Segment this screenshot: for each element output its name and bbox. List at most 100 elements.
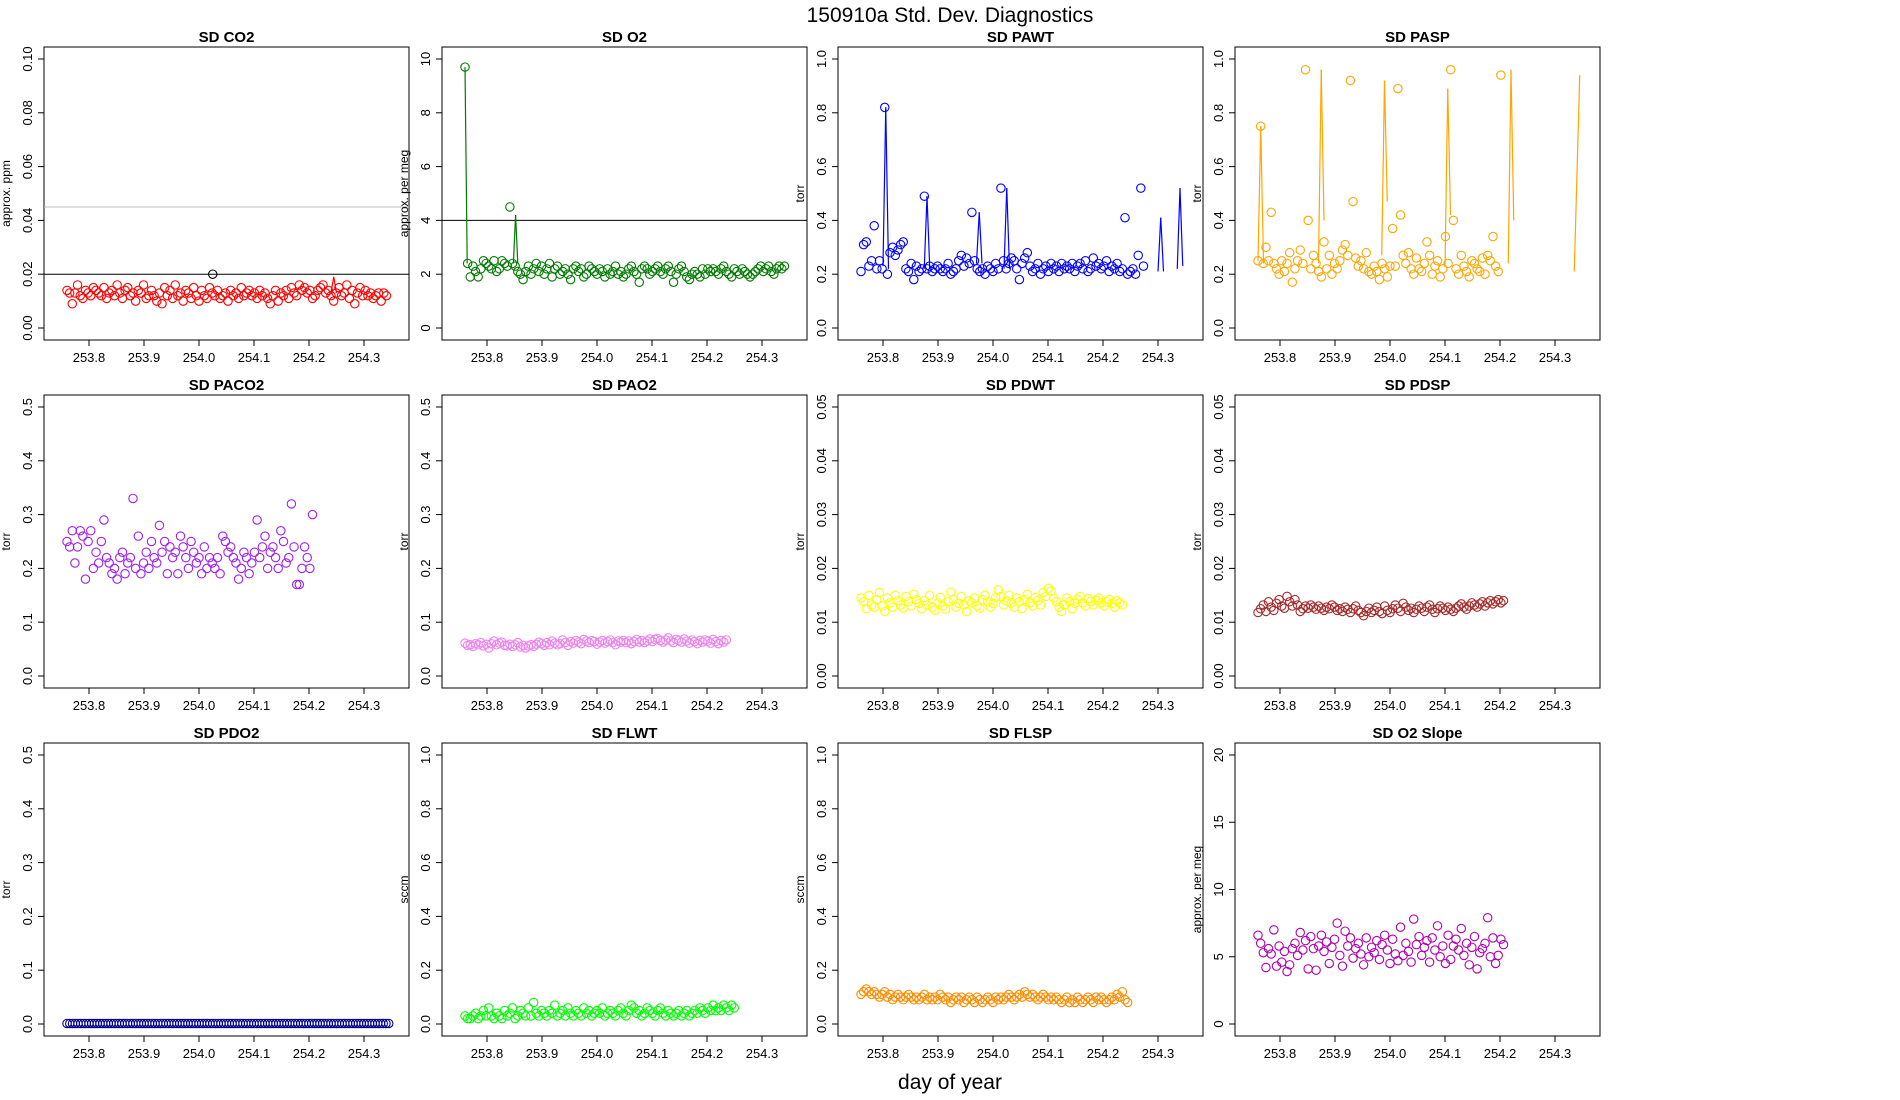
x-tick-label: 254.2 bbox=[293, 698, 326, 713]
data-point bbox=[1114, 992, 1125, 1002]
data-point bbox=[724, 1005, 734, 1016]
data-point bbox=[1348, 196, 1358, 207]
data-point bbox=[647, 1008, 658, 1018]
data-point bbox=[1263, 255, 1274, 266]
data-point bbox=[1269, 258, 1279, 269]
data-point bbox=[1498, 595, 1509, 606]
data-point bbox=[1459, 602, 1469, 612]
data-point bbox=[1298, 945, 1308, 955]
data-point bbox=[1358, 960, 1369, 970]
data-point bbox=[1033, 258, 1043, 269]
data-point bbox=[1467, 255, 1477, 266]
x-tick-label: 253.9 bbox=[922, 350, 955, 365]
data-point bbox=[1269, 925, 1279, 935]
data-point bbox=[72, 542, 83, 552]
chart-title: SD FLSP bbox=[989, 725, 1052, 742]
data-point bbox=[885, 247, 895, 258]
data-point bbox=[1093, 593, 1104, 603]
data-point bbox=[378, 1018, 388, 1029]
data-point bbox=[880, 606, 890, 617]
data-point bbox=[1287, 943, 1298, 954]
y-tick-label: 0.0 bbox=[20, 1015, 35, 1033]
data-point bbox=[1345, 933, 1356, 943]
data-point bbox=[1080, 255, 1091, 266]
data-point bbox=[247, 558, 257, 568]
data-point bbox=[1311, 965, 1321, 975]
data-point bbox=[465, 272, 476, 282]
data-point bbox=[186, 536, 196, 547]
data-point bbox=[1350, 943, 1361, 954]
y-axis-label: approx. per meg bbox=[397, 150, 411, 237]
x-tick-label: 254.2 bbox=[1484, 1046, 1517, 1061]
y-tick-label: 1.0 bbox=[1211, 50, 1226, 68]
data-point bbox=[1403, 946, 1414, 957]
y-axis-label: torr bbox=[1190, 532, 1204, 550]
data-point bbox=[1006, 253, 1017, 263]
data-point bbox=[262, 563, 273, 574]
data-point bbox=[289, 542, 299, 552]
data-point bbox=[536, 261, 547, 271]
y-tick-label: 0.00 bbox=[814, 663, 829, 688]
data-point bbox=[1379, 930, 1390, 940]
data-point bbox=[99, 282, 109, 293]
data-point bbox=[1488, 933, 1498, 943]
data-point bbox=[711, 266, 721, 277]
data-point bbox=[528, 997, 539, 1008]
y-axis-label: approx. ppm bbox=[0, 160, 13, 227]
data-point bbox=[210, 563, 220, 574]
x-tick-label: 253.8 bbox=[867, 1046, 900, 1061]
data-point bbox=[1014, 274, 1025, 285]
data-point bbox=[291, 290, 302, 301]
data-point bbox=[138, 558, 149, 568]
data-point bbox=[252, 293, 262, 304]
data-point bbox=[1072, 594, 1083, 605]
series-line-segment bbox=[464, 67, 468, 264]
data-point bbox=[1469, 600, 1480, 610]
plot-frame bbox=[1234, 742, 1601, 1037]
chart-title: SD PDWT bbox=[986, 377, 1055, 394]
data-point bbox=[183, 563, 194, 574]
data-point bbox=[1321, 937, 1332, 947]
data-point bbox=[906, 258, 916, 269]
x-tick-label: 254.0 bbox=[581, 698, 614, 713]
x-tick-label: 254.3 bbox=[348, 350, 381, 365]
data-point bbox=[1448, 215, 1459, 226]
data-point bbox=[1459, 950, 1469, 961]
data-point bbox=[1327, 942, 1337, 953]
data-point bbox=[1401, 258, 1411, 269]
data-point bbox=[671, 269, 681, 279]
data-point bbox=[858, 239, 869, 250]
y-tick-label: 0.2 bbox=[1211, 265, 1226, 283]
data-point bbox=[231, 558, 241, 568]
data-point bbox=[1332, 264, 1342, 274]
data-point bbox=[1379, 264, 1390, 274]
data-point bbox=[505, 202, 515, 212]
data-point bbox=[1261, 242, 1271, 253]
data-point bbox=[175, 531, 186, 541]
data-point bbox=[520, 266, 531, 277]
data-point bbox=[579, 272, 589, 282]
x-tick-label: 254.0 bbox=[1374, 350, 1407, 365]
data-point bbox=[1453, 269, 1464, 279]
data-point bbox=[228, 552, 239, 563]
data-point bbox=[128, 493, 138, 504]
data-point bbox=[637, 264, 647, 274]
data-point bbox=[1017, 603, 1027, 614]
data-point bbox=[700, 269, 710, 279]
data-point bbox=[1411, 253, 1422, 263]
y-tick-label: 0.04 bbox=[814, 448, 829, 473]
x-tick-label: 254.0 bbox=[183, 698, 216, 713]
x-tick-label: 254.3 bbox=[1539, 1046, 1572, 1061]
data-point bbox=[550, 638, 560, 648]
chart-panel-8: SD PDSP torr 253.8 253.9 254.0 254.1 254.2 254.… bbox=[1190, 377, 1601, 713]
data-point bbox=[1445, 954, 1456, 965]
data-point bbox=[162, 290, 173, 301]
data-point bbox=[1120, 995, 1130, 1005]
data-point bbox=[761, 264, 771, 274]
x-tick-label: 254.0 bbox=[581, 350, 614, 365]
series-line-segment bbox=[975, 212, 980, 264]
data-point bbox=[1091, 595, 1101, 606]
data-point bbox=[1387, 934, 1398, 945]
y-tick-label: 0.2 bbox=[418, 559, 433, 577]
